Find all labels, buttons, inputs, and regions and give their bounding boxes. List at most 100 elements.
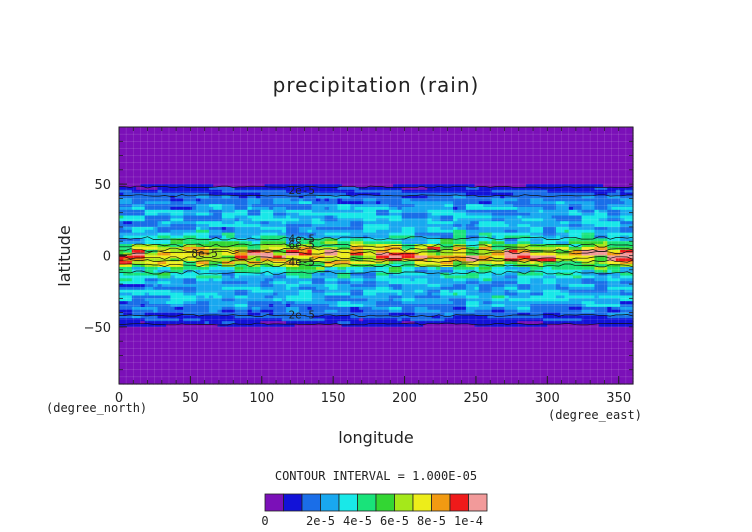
heatmap-cell: [461, 155, 467, 160]
heatmap-cell: [491, 169, 497, 174]
heatmap-cell: [363, 141, 369, 145]
heatmap-cell: [238, 184, 244, 188]
heatmap-cell: [238, 178, 244, 182]
heatmap-cell: [187, 201, 193, 205]
heatmap-cell: [410, 201, 416, 205]
heatmap-cell: [217, 189, 223, 194]
heatmap-cell: [208, 135, 214, 140]
heatmap-cell: [504, 132, 510, 137]
heatmap-cell: [170, 195, 176, 199]
heatmap-cell: [457, 178, 463, 182]
heatmap-cell: [624, 129, 630, 134]
heatmap-cell: [140, 127, 146, 131]
heatmap-cell: [530, 146, 536, 151]
heatmap-cell: [371, 178, 377, 182]
heatmap-cell: [273, 195, 279, 199]
heatmap-cell: [153, 195, 159, 199]
heatmap-cell: [200, 146, 206, 151]
heatmap-cell: [376, 129, 381, 134]
heatmap-cell: [615, 161, 621, 165]
heatmap-cell: [521, 155, 527, 160]
heatmap-cell: [350, 166, 356, 171]
heatmap-cell: [196, 158, 201, 162]
heatmap-cell: [418, 178, 424, 182]
heatmap-cell: [620, 172, 626, 177]
heatmap-cell: [551, 181, 557, 185]
heatmap-cell: [423, 129, 428, 134]
heatmap-cell: [153, 189, 159, 194]
heatmap-cell: [350, 175, 356, 179]
heatmap-cell: [328, 135, 334, 140]
heatmap-cell: [555, 166, 561, 171]
heatmap-cell: [598, 152, 604, 157]
heatmap-cell: [624, 175, 630, 179]
heatmap-cell: [483, 152, 488, 157]
heatmap-cell: [444, 152, 450, 157]
heatmap-cell: [384, 132, 390, 137]
heatmap-cell: [324, 184, 330, 188]
heatmap-cell: [127, 181, 133, 185]
heatmap-cell: [457, 192, 463, 197]
heatmap-cell: [123, 141, 129, 145]
heatmap-cell: [500, 175, 506, 179]
heatmap-cell: [508, 189, 514, 194]
heatmap-cell: [547, 138, 553, 142]
heatmap-cell: [281, 178, 287, 182]
heatmap-cell: [513, 164, 518, 168]
heatmap-cell: [628, 135, 634, 140]
heatmap-cell: [551, 189, 557, 194]
heatmap-cell: [174, 201, 180, 205]
heatmap-cell: [573, 195, 578, 199]
heatmap-cell: [491, 129, 497, 134]
heatmap-cell: [397, 189, 403, 194]
heatmap-cell: [474, 155, 480, 160]
heatmap-cell: [140, 155, 146, 160]
heatmap-cell: [251, 189, 257, 194]
heatmap-cell: [268, 172, 274, 177]
heatmap-cell: [256, 186, 261, 191]
heatmap-cell: [187, 175, 193, 179]
heatmap-cell: [161, 192, 167, 197]
heatmap-cell: [333, 127, 339, 131]
heatmap-cell: [444, 138, 450, 142]
heatmap-cell: [243, 144, 249, 148]
heatmap-cell: [418, 184, 424, 188]
heatmap-cell: [268, 161, 274, 165]
heatmap-cell: [144, 138, 150, 142]
heatmap-cell: [393, 127, 399, 131]
heatmap-cell: [405, 146, 411, 151]
heatmap-cell: [213, 141, 219, 145]
heatmap-cell: [260, 132, 266, 137]
heatmap-cell: [341, 172, 347, 177]
heatmap-cell: [273, 181, 279, 185]
heatmap-cell: [247, 135, 253, 140]
heatmap-cell: [440, 138, 446, 142]
heatmap-cell: [341, 164, 347, 168]
heatmap-cell: [440, 129, 446, 134]
heatmap-cell: [487, 149, 493, 154]
heatmap-cell: [281, 127, 287, 131]
heatmap-cell: [513, 186, 518, 191]
heatmap-cell: [316, 186, 321, 191]
heatmap-cell: [333, 166, 339, 171]
heatmap-cell: [354, 138, 360, 142]
heatmap-cell: [187, 146, 193, 151]
heatmap-cell: [204, 166, 210, 171]
heatmap-cell: [213, 172, 219, 177]
heatmap-cell: [200, 158, 206, 162]
heatmap-cell: [196, 164, 201, 168]
heatmap-cell: [277, 161, 283, 165]
heatmap-cell: [264, 132, 270, 137]
heatmap-cell: [260, 186, 266, 191]
heatmap-cell: [376, 201, 381, 205]
heatmap-cell: [256, 129, 261, 134]
heatmap-cell: [405, 144, 411, 148]
heatmap-cell: [157, 161, 163, 165]
heatmap-cell: [119, 127, 124, 131]
heatmap-cell: [354, 155, 360, 160]
heatmap-cell: [401, 175, 407, 179]
heatmap-cell: [393, 144, 399, 148]
heatmap-cell: [153, 192, 159, 197]
heatmap-cell: [444, 169, 450, 174]
heatmap-cell: [427, 146, 433, 151]
